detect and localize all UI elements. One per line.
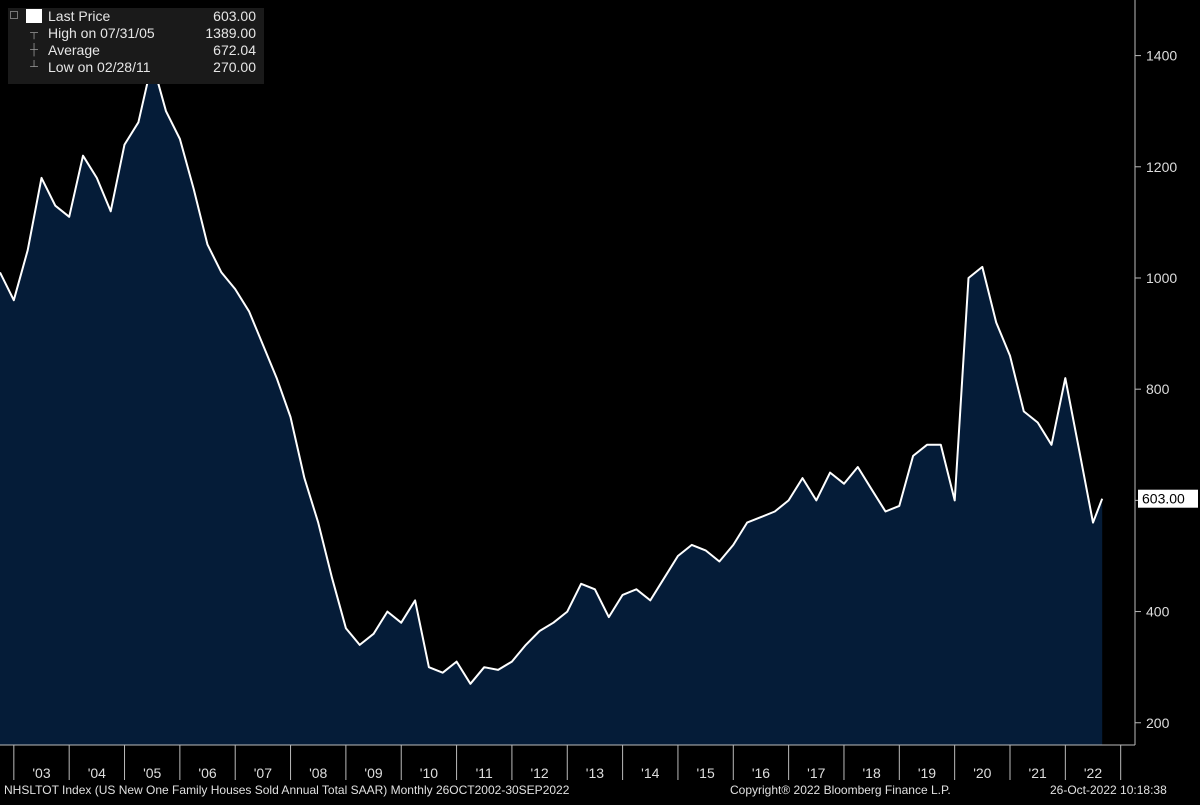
y-tick-label: 1200 [1146, 159, 1177, 175]
y-tick-label: 1400 [1146, 48, 1177, 64]
low-marker-icon: ┴ [30, 61, 38, 73]
y-tick-label: 800 [1146, 381, 1170, 397]
x-tick-label: '09 [364, 765, 382, 781]
y-tick-label: 200 [1146, 715, 1170, 731]
x-tick-label: '03 [32, 765, 50, 781]
legend-value: 270.00 [213, 59, 256, 75]
x-tick-label: '22 [1084, 765, 1102, 781]
legend-row-high: ┬ High on 07/31/05 1389.00 [8, 25, 264, 42]
legend-value: 1389.00 [205, 25, 256, 41]
x-tick-label: '18 [863, 765, 881, 781]
x-tick-label: '15 [696, 765, 714, 781]
legend-label: High on 07/31/05 [48, 25, 155, 41]
square-icon [26, 9, 42, 23]
x-tick-label: '06 [198, 765, 216, 781]
x-tick-label: '11 [476, 765, 493, 781]
footer-bar: NHSLTOT Index (US New One Family Houses … [0, 781, 1200, 800]
x-tick-label: '21 [1029, 765, 1047, 781]
y-tick-label: 1000 [1146, 270, 1177, 286]
y-tick-label: 400 [1146, 604, 1170, 620]
x-tick-label: '13 [586, 765, 604, 781]
last-value-box [1138, 489, 1198, 508]
x-tick-label: '04 [88, 765, 106, 781]
last-value-label: 603.00 [1142, 491, 1185, 507]
legend-label: Low on 02/28/11 [48, 59, 151, 75]
legend-value: 603.00 [213, 8, 256, 24]
x-tick-label: '05 [143, 765, 161, 781]
x-tick-label: '07 [254, 765, 272, 781]
ticker-description: NHSLTOT Index (US New One Family Houses … [4, 783, 570, 797]
x-tick-label: '16 [752, 765, 770, 781]
legend-lock-icon[interactable] [10, 11, 18, 19]
x-tick-label: '14 [641, 765, 659, 781]
legend-label: Last Price [48, 8, 111, 24]
x-tick-label: '08 [309, 765, 327, 781]
legend-row-last-price: Last Price 603.00 [8, 8, 264, 25]
x-tick-label: '12 [530, 765, 548, 781]
legend-label: Average [48, 42, 100, 58]
x-tick-label: '10 [420, 765, 438, 781]
legend-value: 672.04 [213, 42, 256, 58]
series-line [0, 60, 1104, 685]
x-tick-label: '19 [918, 765, 936, 781]
high-marker-icon: ┬ [30, 27, 38, 39]
x-tick-label: '17 [807, 765, 825, 781]
series-area [0, 61, 1103, 745]
legend-panel: Last Price 603.00 ┬ High on 07/31/05 138… [8, 8, 264, 84]
average-marker-icon: ┼ [30, 44, 38, 56]
timestamp-text: 26-Oct-2022 10:18:38 [1050, 783, 1167, 797]
legend-row-low: ┴ Low on 02/28/11 270.00 [8, 59, 264, 76]
copyright-text: Copyright® 2022 Bloomberg Finance L.P. [730, 783, 951, 797]
x-tick-label: '20 [973, 765, 991, 781]
legend-row-average: ┼ Average 672.04 [8, 42, 264, 59]
